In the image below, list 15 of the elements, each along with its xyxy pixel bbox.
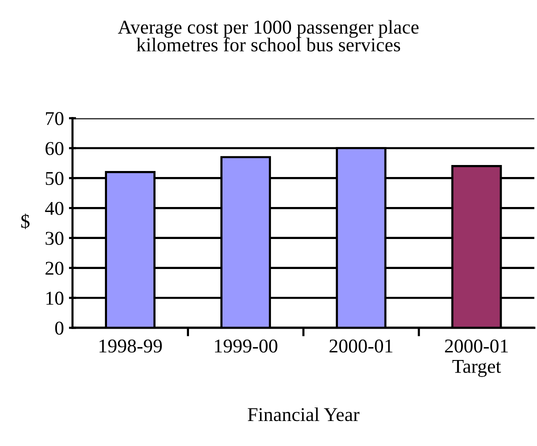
y-tick-label: 0	[55, 322, 64, 335]
chart-title: Average cost per 1000 passenger place kilometres for school bus services	[118, 20, 419, 52]
y-tick-label: 50	[46, 172, 64, 186]
x-tick-label: 2000-01 Target	[445, 339, 508, 377]
x-tick-label: 1998-99	[100, 339, 162, 353]
y-axis-title: $	[21, 214, 30, 230]
x-axis-title: Financial Year	[248, 407, 360, 422]
y-tick-label: 20	[46, 262, 64, 275]
y-tick-label: 60	[46, 142, 64, 156]
x-tick-label: 1999-00	[214, 339, 278, 353]
y-tick-label: 10	[46, 292, 64, 305]
y-tick-label: 70	[46, 112, 64, 126]
y-tick-label: 30	[46, 232, 64, 245]
y-tick-label: 40	[45, 202, 64, 215]
x-tick-label: 2000-01	[330, 339, 392, 353]
